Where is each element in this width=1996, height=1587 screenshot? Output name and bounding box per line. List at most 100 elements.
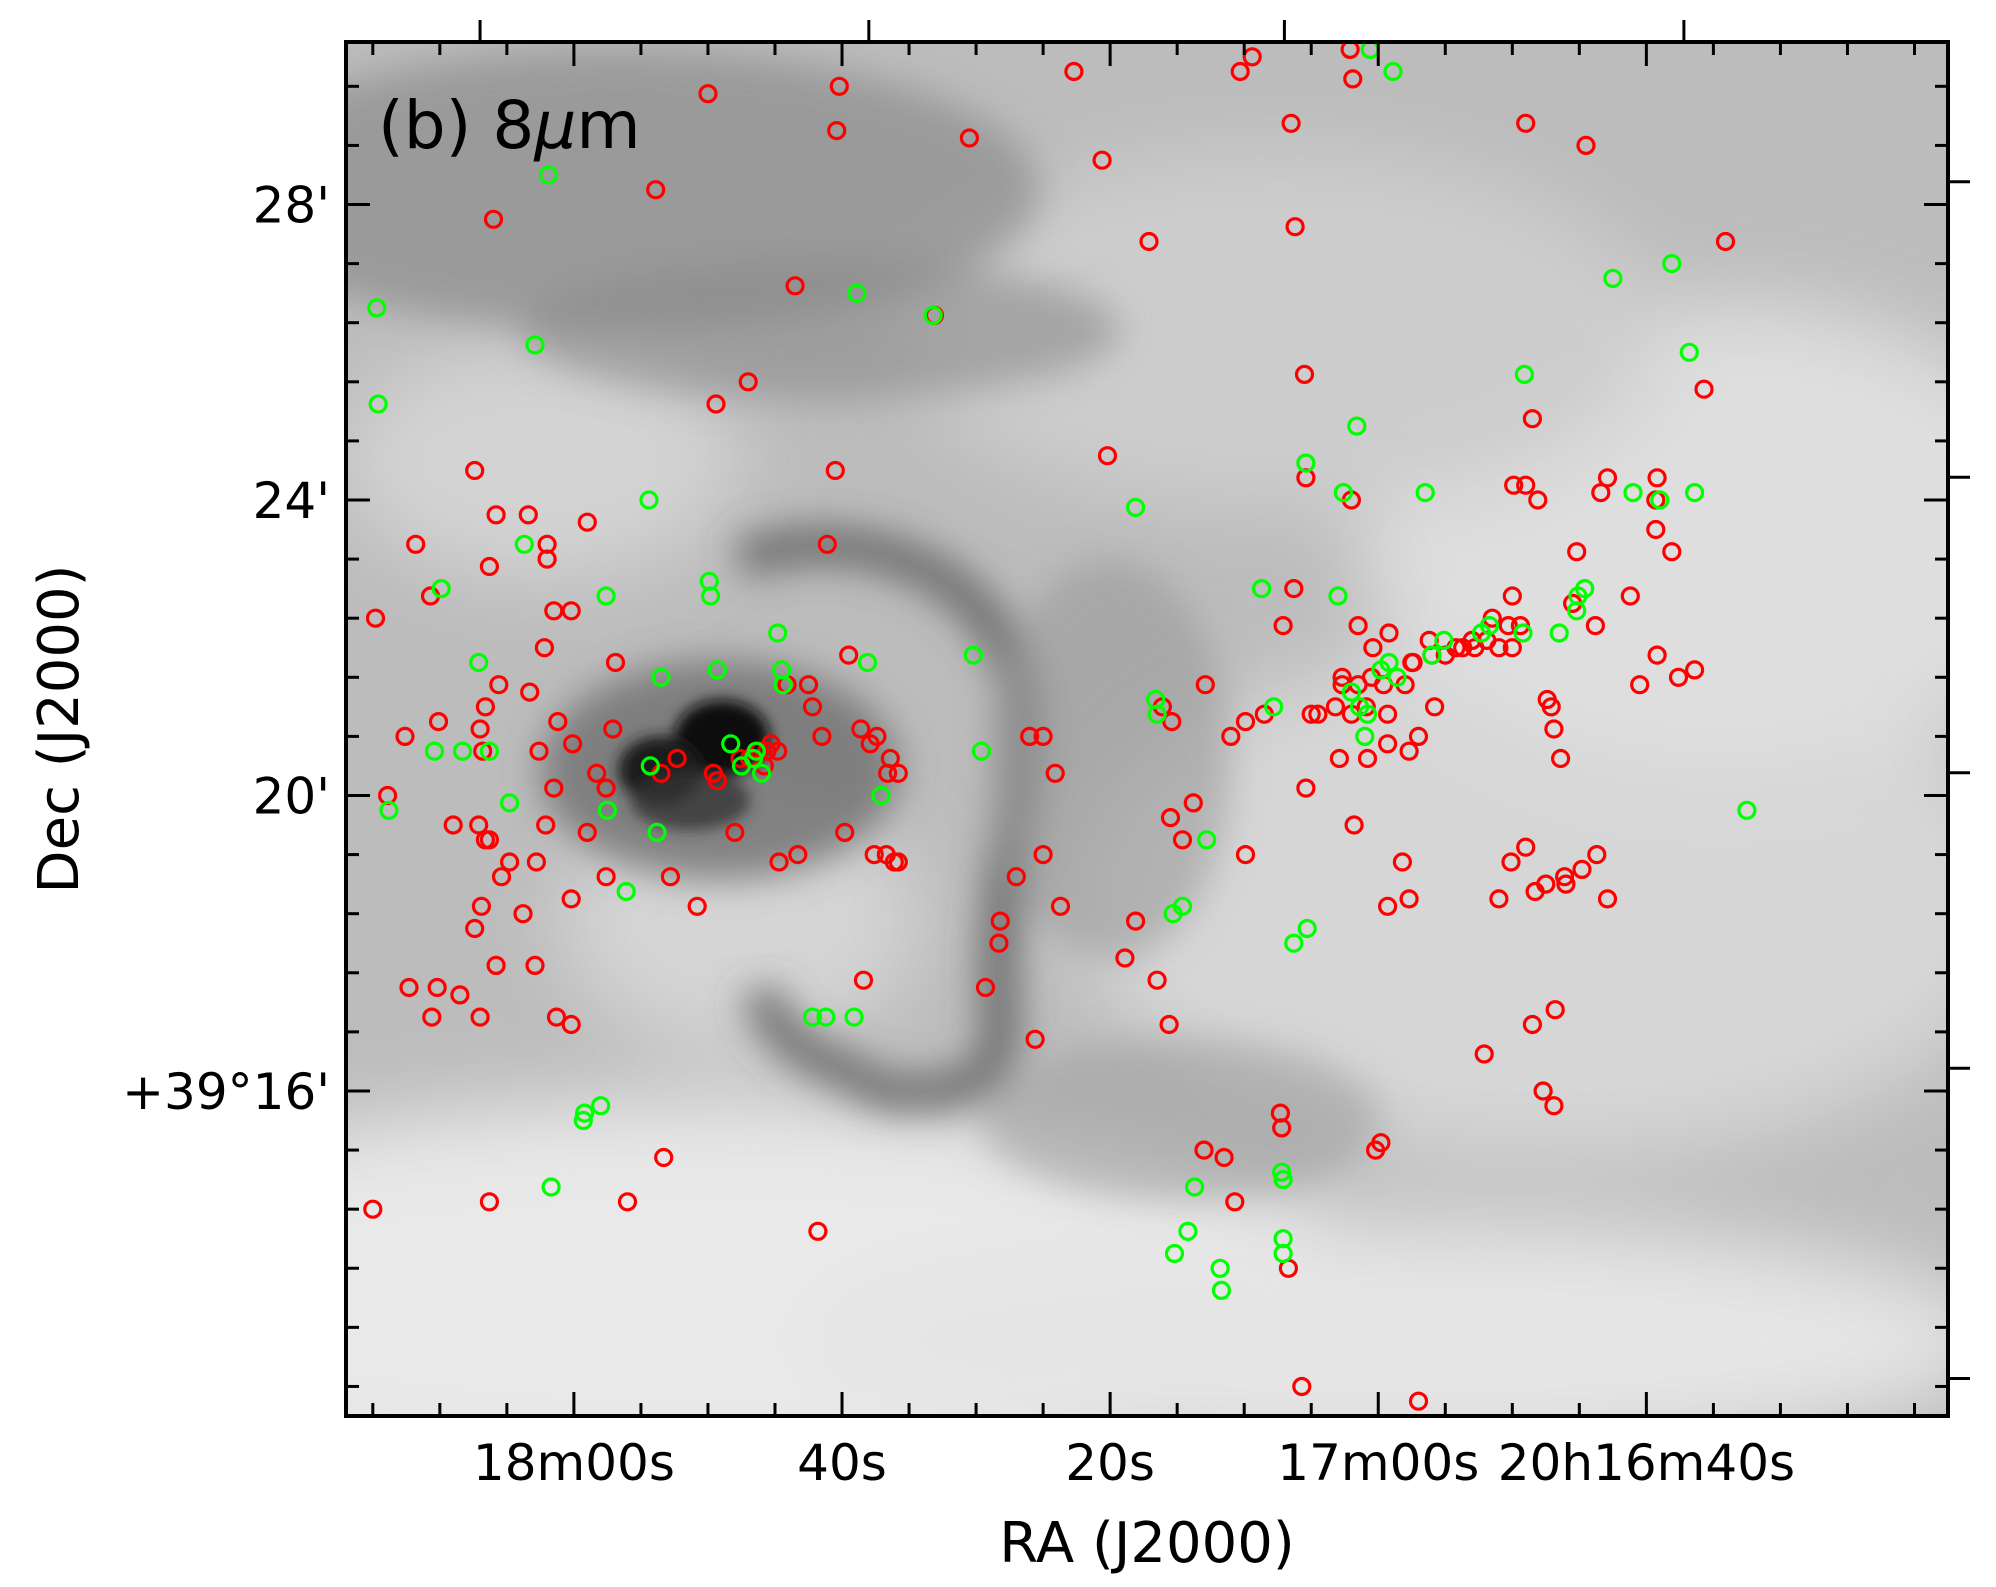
- source-marker-s0-24: [1694, 379, 1714, 399]
- source-marker-s0-191: [1377, 896, 1398, 916]
- source-marker-s0-35: [406, 534, 426, 554]
- source-marker-s0-60: [587, 763, 607, 783]
- source-marker-s0-199: [975, 977, 996, 998]
- source-marker-s0-225: [654, 1147, 674, 1168]
- source-marker-s1-28: [597, 800, 618, 820]
- x-tick-label-3: 17m00s: [1277, 1434, 1479, 1492]
- source-marker-s0-41: [577, 512, 597, 532]
- source-marker-s0-67: [730, 748, 750, 769]
- panel-label-suffix: m: [576, 87, 640, 164]
- source-marker-s0-6: [1064, 61, 1084, 82]
- source-marker-s1-75: [1347, 416, 1367, 436]
- source-marker-s1-33: [479, 741, 499, 761]
- source-marker-s0-159: [596, 867, 616, 887]
- source-marker-s0-52: [473, 741, 493, 761]
- source-marker-s0-42: [817, 534, 837, 554]
- source-marker-s0-103: [1377, 734, 1398, 754]
- source-marker-s0-127: [1332, 667, 1352, 687]
- source-marker-s0-9: [1242, 47, 1262, 67]
- source-marker-s1-44: [1264, 697, 1284, 717]
- source-marker-s0-0: [698, 84, 718, 104]
- source-marker-s1-8: [469, 652, 489, 673]
- source-marker-s0-226: [617, 1192, 638, 1212]
- source-marker-s0-3: [646, 180, 666, 200]
- source-marker-s0-227: [363, 1199, 383, 1219]
- source-marker-s0-203: [422, 1007, 442, 1027]
- source-marker-s0-55: [548, 711, 568, 732]
- source-marker-s0-49: [475, 697, 495, 717]
- source-marker-s1-68: [1737, 800, 1757, 820]
- source-marker-s0-25: [465, 460, 485, 481]
- source-marker-s0-229: [808, 1221, 828, 1241]
- source-marker-s0-219: [1544, 1096, 1564, 1116]
- source-marker-s1-47: [1341, 682, 1362, 702]
- source-marker-s0-62: [605, 652, 626, 673]
- source-marker-s0-23: [1522, 409, 1543, 429]
- source-marker-s0-21: [706, 394, 726, 414]
- x-tick-label-0: 18m00s: [473, 1434, 675, 1492]
- y-tick-label-0: 28': [253, 177, 330, 235]
- source-marker-s0-122: [1399, 741, 1419, 761]
- panel-label: (b) 8μm: [378, 87, 641, 164]
- source-marker-s0-84: [888, 763, 908, 783]
- source-marker-s1-24: [963, 645, 984, 665]
- source-marker-s1-92: [1273, 1169, 1293, 1190]
- source-marker-s0-15: [1516, 113, 1536, 133]
- source-marker-s0-89: [1162, 711, 1182, 732]
- source-marker-s1-40: [1147, 704, 1167, 724]
- source-marker-s0-120: [1424, 697, 1445, 717]
- source-marker-s0-40: [537, 534, 557, 554]
- source-marker-s0-210: [853, 970, 874, 990]
- source-marker-s1-41: [1197, 830, 1217, 850]
- source-marker-s0-164: [660, 867, 681, 887]
- source-marker-s0-26: [825, 460, 845, 481]
- source-marker-s0-194: [1050, 896, 1071, 916]
- source-marker-s0-165: [687, 896, 707, 916]
- source-marker-s0-17: [1715, 231, 1736, 252]
- source-marker-s0-7: [1092, 150, 1112, 170]
- source-marker-s0-61: [596, 778, 616, 798]
- source-marker-s1-82: [574, 1103, 595, 1123]
- source-marker-s1-35: [640, 756, 660, 776]
- source-marker-s1-32: [453, 741, 473, 761]
- source-marker-s1-56: [1513, 623, 1533, 643]
- source-marker-s0-140: [1684, 660, 1705, 680]
- source-marker-s1-84: [1178, 1221, 1198, 1241]
- source-marker-s0-162: [513, 904, 533, 924]
- source-marker-s0-133: [1498, 615, 1518, 636]
- source-marker-s0-8: [1139, 231, 1159, 252]
- source-marker-s0-148: [1537, 689, 1557, 710]
- source-marker-s0-22: [1294, 364, 1315, 384]
- source-marker-s0-184: [1572, 859, 1592, 880]
- source-marker-s0-185: [1516, 837, 1536, 857]
- source-marker-s0-76: [802, 697, 823, 717]
- source-marker-s0-114: [1489, 638, 1509, 658]
- source-marker-s0-215: [1272, 1118, 1292, 1138]
- source-marker-s0-180: [1489, 889, 1509, 909]
- source-marker-s1-90: [1273, 1229, 1293, 1249]
- source-marker-s0-38: [479, 556, 499, 577]
- source-marker-s0-137: [1620, 586, 1640, 606]
- source-marker-s1-60: [1575, 578, 1595, 599]
- source-marker-s1-77: [1125, 497, 1146, 517]
- source-marker-s1-34: [616, 881, 636, 902]
- source-marker-s0-75: [798, 675, 819, 695]
- source-marker-s0-34: [365, 608, 386, 628]
- source-marker-s1-45: [1328, 586, 1348, 606]
- source-marker-s0-169: [864, 844, 884, 865]
- source-marker-s1-52: [1422, 645, 1442, 665]
- source-marker-s1-30: [424, 741, 445, 761]
- source-marker-s0-10: [1230, 61, 1250, 82]
- source-marker-s1-26: [871, 785, 891, 806]
- y-tick-label-3: +39°16': [122, 1063, 330, 1121]
- source-marker-s1-36: [816, 1007, 836, 1027]
- source-marker-s0-154: [536, 815, 556, 835]
- source-marker-s0-209: [561, 1014, 581, 1035]
- source-marker-s0-85: [1020, 726, 1040, 747]
- source-marker-s0-176: [1235, 844, 1256, 865]
- source-marker-s0-45: [561, 601, 581, 621]
- source-marker-s0-139: [1647, 645, 1667, 665]
- source-marker-s1-10: [596, 586, 616, 606]
- source-marker-s0-81: [867, 726, 887, 747]
- source-marker-s1-37: [802, 1007, 823, 1027]
